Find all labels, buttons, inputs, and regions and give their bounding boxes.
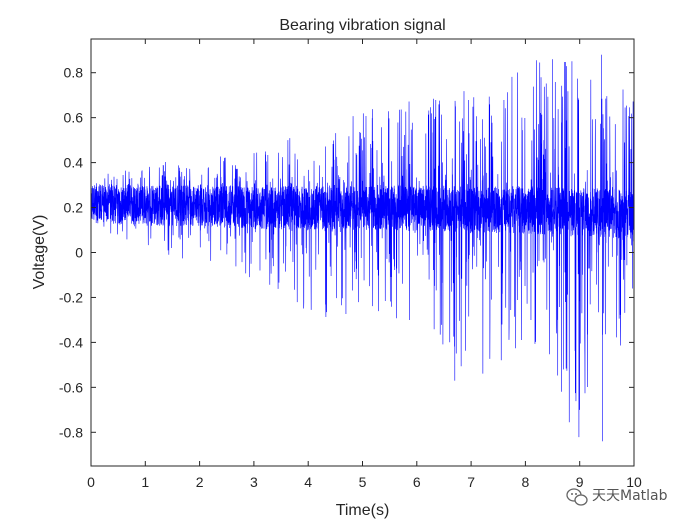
x-tick-label: 7 [467, 474, 475, 490]
y-tick-label: -0.8 [59, 424, 83, 440]
y-tick-label: 0.2 [64, 200, 84, 216]
y-axis-label: Voltage(V) [31, 215, 48, 290]
x-tick-label: 8 [522, 474, 530, 490]
y-tick-label: -0.4 [59, 334, 83, 350]
y-tick-label: 0 [75, 245, 83, 261]
x-tick-label: 0 [87, 474, 95, 490]
y-tick-label: -0.2 [59, 289, 83, 305]
x-tick-label: 9 [576, 474, 584, 490]
y-tick-label: 0.8 [64, 65, 84, 81]
chart-title: Bearing vibration signal [279, 17, 445, 34]
x-tick-label: 1 [141, 474, 149, 490]
y-tick-label: 0.4 [64, 155, 84, 171]
x-tick-label: 6 [413, 474, 421, 490]
y-tick-label: -0.6 [59, 379, 83, 395]
watermark-text: 天天Matlab [592, 488, 668, 504]
x-tick-label: 5 [359, 474, 367, 490]
x-tick-label: 4 [304, 474, 312, 490]
x-tick-label: 3 [250, 474, 258, 490]
x-tick-label: 2 [196, 474, 204, 490]
x-axis-label: Time(s) [336, 502, 390, 519]
y-tick-label: 0.6 [64, 110, 84, 126]
